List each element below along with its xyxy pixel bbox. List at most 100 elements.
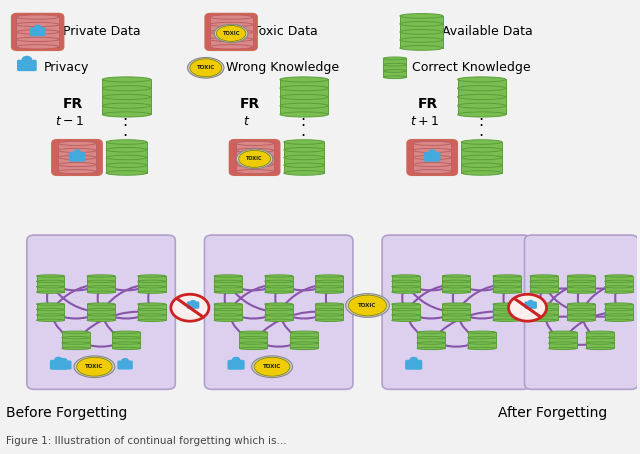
Ellipse shape <box>236 155 274 159</box>
Ellipse shape <box>316 291 343 293</box>
Ellipse shape <box>316 314 343 316</box>
Ellipse shape <box>442 319 470 321</box>
Ellipse shape <box>605 275 632 277</box>
Bar <box>392 304 420 320</box>
Ellipse shape <box>442 286 470 288</box>
Text: TOXIC: TOXIC <box>246 156 263 161</box>
FancyBboxPatch shape <box>525 235 638 390</box>
Ellipse shape <box>586 342 614 344</box>
FancyBboxPatch shape <box>56 360 72 370</box>
Ellipse shape <box>138 280 166 282</box>
Ellipse shape <box>265 275 292 277</box>
Ellipse shape <box>265 314 292 316</box>
Ellipse shape <box>468 342 495 344</box>
Bar <box>239 332 268 348</box>
Ellipse shape <box>106 148 147 152</box>
Ellipse shape <box>102 94 150 99</box>
Ellipse shape <box>284 140 324 144</box>
Ellipse shape <box>442 308 470 311</box>
Ellipse shape <box>567 291 595 293</box>
Ellipse shape <box>586 347 614 350</box>
Ellipse shape <box>410 357 418 363</box>
Ellipse shape <box>383 69 406 72</box>
Bar <box>113 332 140 348</box>
Text: TOXIC: TOXIC <box>222 31 240 36</box>
Ellipse shape <box>36 314 65 316</box>
Ellipse shape <box>209 30 253 34</box>
Ellipse shape <box>121 358 129 363</box>
Ellipse shape <box>58 155 96 159</box>
Bar <box>567 276 595 292</box>
Ellipse shape <box>417 331 445 333</box>
Ellipse shape <box>62 342 90 344</box>
Ellipse shape <box>138 286 166 288</box>
Bar <box>316 304 343 320</box>
Ellipse shape <box>209 22 253 27</box>
Ellipse shape <box>392 275 420 277</box>
Bar <box>62 332 90 348</box>
Ellipse shape <box>138 275 166 277</box>
Ellipse shape <box>392 291 420 293</box>
Ellipse shape <box>36 303 65 306</box>
Ellipse shape <box>138 291 166 293</box>
Ellipse shape <box>461 148 502 152</box>
Text: Available Data: Available Data <box>442 25 533 39</box>
Ellipse shape <box>493 286 521 288</box>
Ellipse shape <box>280 86 328 91</box>
Bar <box>209 17 253 47</box>
Ellipse shape <box>346 294 389 317</box>
Text: Correct Knowledge: Correct Knowledge <box>412 61 531 74</box>
Ellipse shape <box>548 336 577 339</box>
Ellipse shape <box>413 155 451 159</box>
Ellipse shape <box>530 291 558 293</box>
Ellipse shape <box>461 140 502 144</box>
Ellipse shape <box>236 148 274 153</box>
Ellipse shape <box>530 286 558 288</box>
Bar <box>548 332 577 348</box>
Ellipse shape <box>392 308 420 311</box>
Ellipse shape <box>280 94 328 99</box>
Bar <box>214 276 242 292</box>
Ellipse shape <box>87 314 115 316</box>
Bar <box>530 276 558 292</box>
Ellipse shape <box>530 314 558 316</box>
Bar <box>106 142 147 173</box>
Ellipse shape <box>16 37 60 41</box>
Ellipse shape <box>567 275 595 277</box>
Ellipse shape <box>605 291 632 293</box>
Ellipse shape <box>87 303 115 306</box>
Ellipse shape <box>468 331 495 333</box>
Ellipse shape <box>461 171 502 175</box>
Ellipse shape <box>316 308 343 311</box>
Ellipse shape <box>442 291 470 293</box>
Ellipse shape <box>106 155 147 160</box>
Ellipse shape <box>106 171 147 175</box>
Ellipse shape <box>190 59 221 77</box>
Text: $t$: $t$ <box>243 115 251 128</box>
Ellipse shape <box>468 336 495 339</box>
Bar <box>493 276 521 292</box>
Ellipse shape <box>383 57 406 60</box>
Ellipse shape <box>54 357 63 363</box>
Ellipse shape <box>188 58 224 78</box>
Bar <box>138 276 166 292</box>
Text: Toxic Data: Toxic Data <box>253 25 318 39</box>
Ellipse shape <box>77 357 112 376</box>
Ellipse shape <box>530 275 558 277</box>
Text: $t-1$: $t-1$ <box>55 115 84 128</box>
Ellipse shape <box>392 280 420 282</box>
Ellipse shape <box>493 280 521 282</box>
Ellipse shape <box>442 303 470 306</box>
Ellipse shape <box>87 280 115 282</box>
Ellipse shape <box>458 86 506 91</box>
Text: TOXIC: TOXIC <box>263 364 281 369</box>
Ellipse shape <box>548 342 577 344</box>
Ellipse shape <box>392 303 420 306</box>
Ellipse shape <box>239 336 268 339</box>
Ellipse shape <box>36 291 65 293</box>
Ellipse shape <box>87 286 115 288</box>
Ellipse shape <box>400 38 443 42</box>
Ellipse shape <box>586 336 614 339</box>
Ellipse shape <box>530 280 558 282</box>
Text: TOXIC: TOXIC <box>358 303 377 308</box>
